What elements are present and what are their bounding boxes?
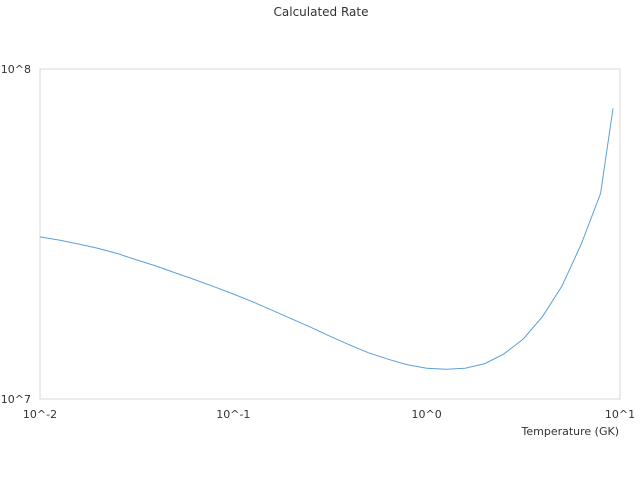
y-axis: 10^7 10^8 bbox=[1, 63, 31, 406]
x-tick-label: 10^-1 bbox=[216, 408, 250, 421]
y-tick-label: 10^8 bbox=[1, 63, 31, 76]
x-tick-label: 10^-2 bbox=[23, 408, 57, 421]
x-axis-label: Temperature (GK) bbox=[521, 425, 620, 438]
plot-frame bbox=[39, 68, 621, 400]
y-tick-label: 10^7 bbox=[1, 393, 31, 406]
x-tick-label: 10^1 bbox=[605, 408, 635, 421]
chart-title: Calculated Rate bbox=[274, 5, 369, 19]
x-axis: 10^-2 10^-1 10^0 10^1 bbox=[23, 408, 635, 421]
rate-series-line bbox=[39, 108, 614, 370]
x-tick-label: 10^0 bbox=[412, 408, 442, 421]
